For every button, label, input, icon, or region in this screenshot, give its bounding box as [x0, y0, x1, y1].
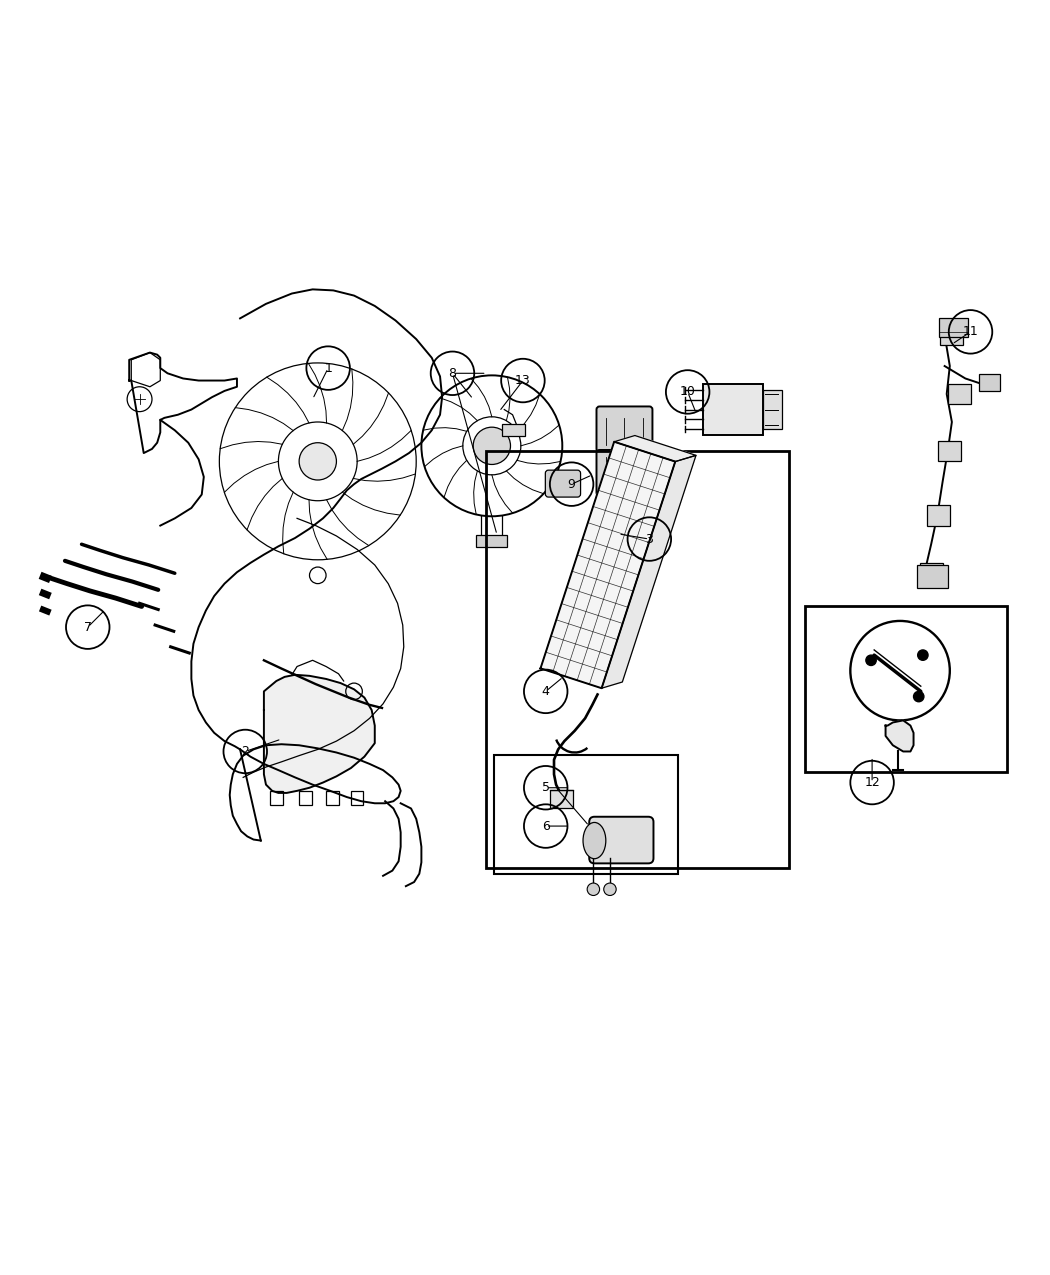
- Circle shape: [604, 884, 616, 895]
- Text: 10: 10: [679, 385, 695, 399]
- Polygon shape: [885, 720, 914, 751]
- Bar: [477, 536, 507, 547]
- Circle shape: [474, 427, 510, 464]
- Bar: [704, 384, 763, 436]
- Polygon shape: [614, 436, 696, 462]
- Text: 7: 7: [84, 621, 91, 634]
- Circle shape: [299, 442, 336, 479]
- Text: 5: 5: [542, 782, 550, 794]
- Circle shape: [866, 655, 877, 666]
- Text: 1: 1: [324, 362, 332, 375]
- Bar: [979, 375, 1000, 391]
- FancyBboxPatch shape: [596, 450, 652, 496]
- Bar: [940, 319, 968, 337]
- Polygon shape: [264, 674, 375, 793]
- Ellipse shape: [583, 822, 606, 858]
- Text: 6: 6: [542, 820, 549, 833]
- Bar: [927, 505, 950, 525]
- Text: 2: 2: [242, 745, 249, 757]
- Text: 8: 8: [448, 367, 457, 380]
- Bar: [502, 425, 525, 436]
- Bar: [920, 562, 943, 584]
- Bar: [917, 565, 948, 588]
- Bar: [486, 451, 790, 867]
- Circle shape: [587, 884, 600, 895]
- Bar: [299, 790, 312, 806]
- Bar: [804, 607, 1007, 773]
- Text: 4: 4: [542, 685, 549, 697]
- Text: 11: 11: [963, 325, 979, 338]
- Bar: [327, 790, 338, 806]
- Bar: [494, 755, 678, 873]
- Bar: [550, 789, 572, 808]
- Bar: [948, 384, 970, 404]
- Bar: [270, 790, 282, 806]
- FancyBboxPatch shape: [596, 407, 652, 453]
- Text: 3: 3: [646, 533, 653, 546]
- Text: 13: 13: [516, 374, 531, 388]
- Bar: [763, 390, 782, 430]
- Text: 12: 12: [864, 776, 880, 789]
- Circle shape: [918, 650, 928, 660]
- Text: 9: 9: [568, 478, 575, 491]
- Circle shape: [914, 691, 924, 701]
- FancyBboxPatch shape: [589, 817, 653, 863]
- FancyBboxPatch shape: [545, 470, 581, 497]
- Polygon shape: [541, 441, 675, 688]
- Bar: [351, 790, 363, 806]
- Polygon shape: [602, 455, 696, 688]
- Bar: [941, 325, 963, 346]
- Bar: [939, 441, 961, 462]
